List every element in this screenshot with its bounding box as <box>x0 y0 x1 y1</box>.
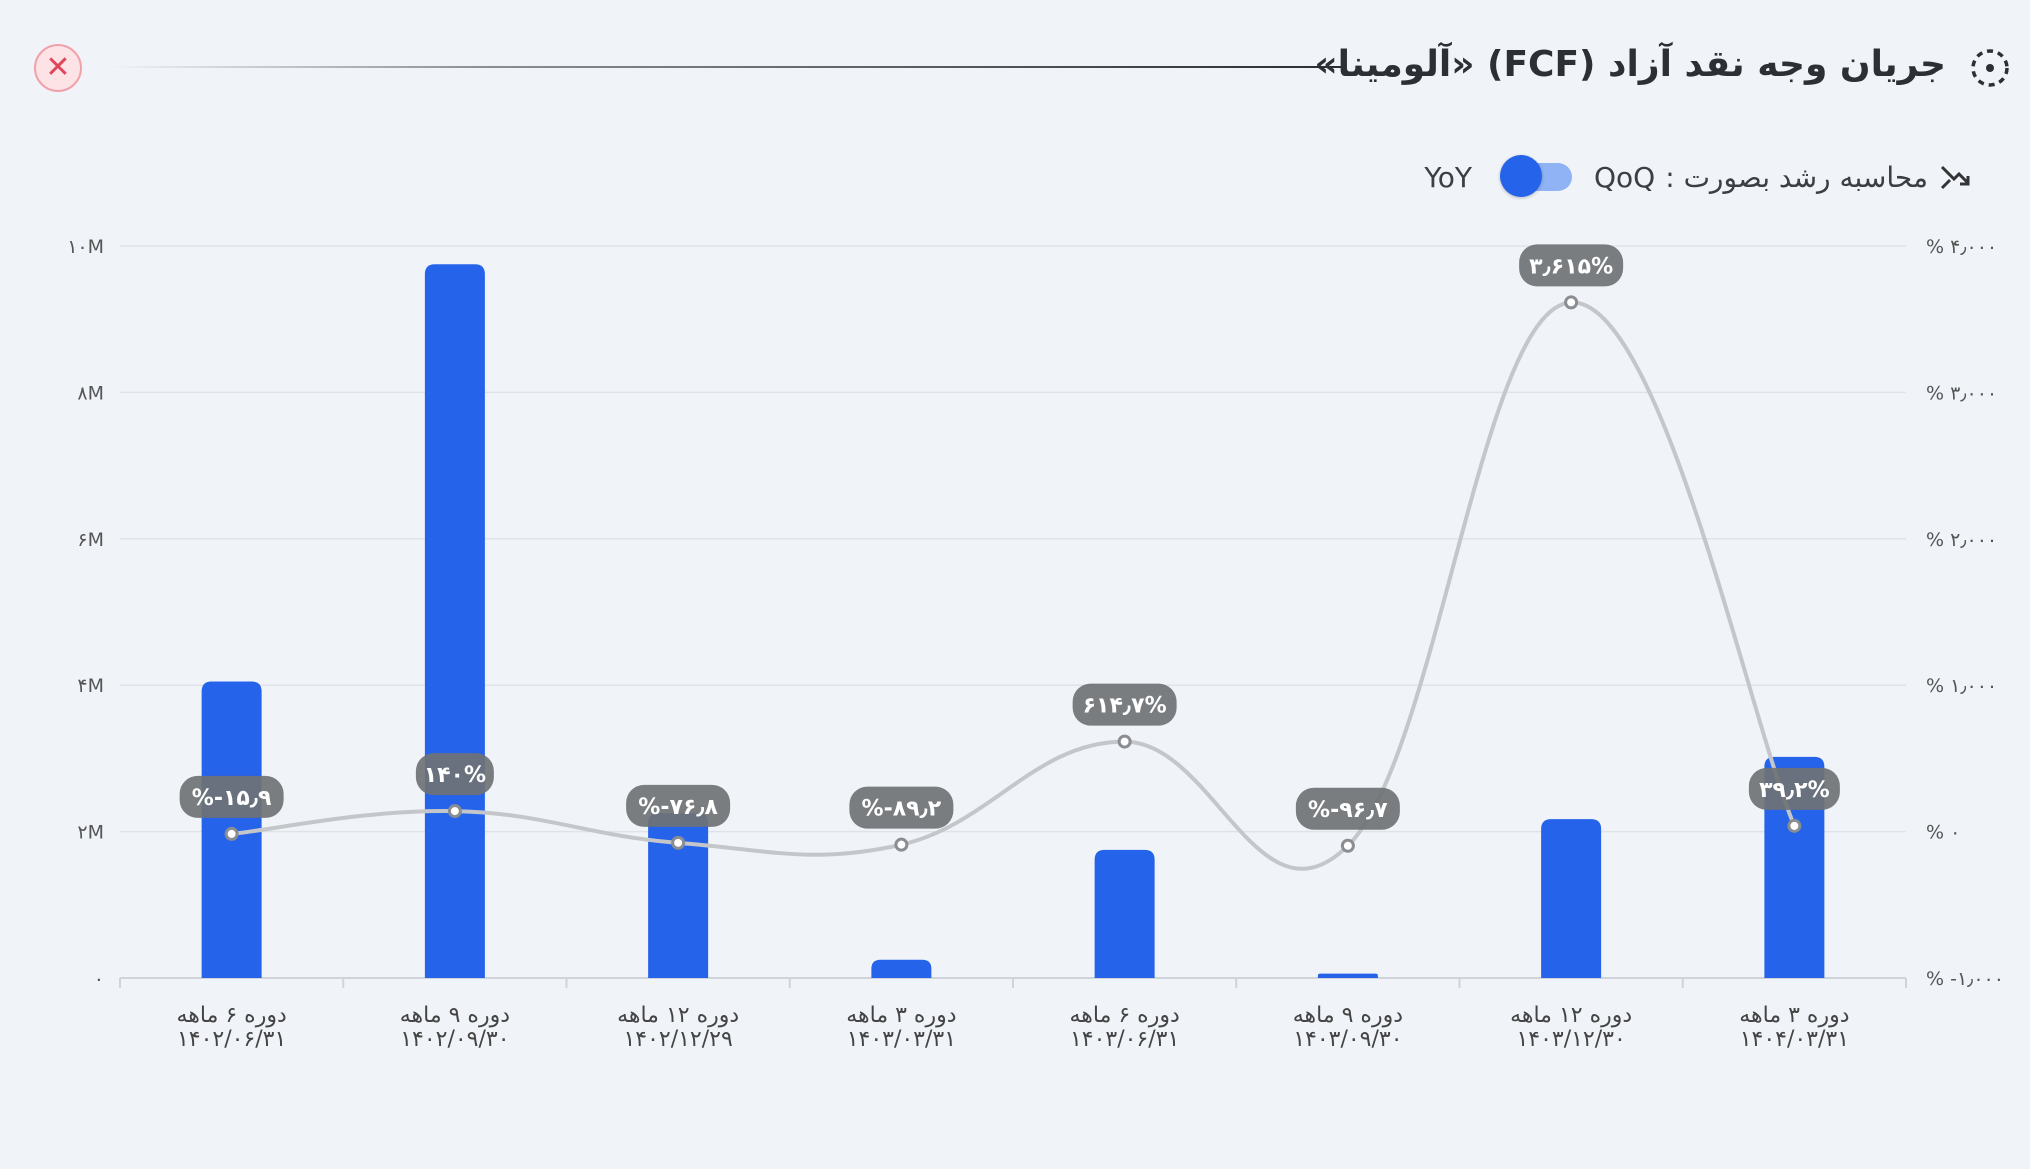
fcf-bar <box>424 264 485 978</box>
close-icon: ✕ <box>45 50 71 85</box>
category-label: دوره ۳ ماهه <box>1739 1003 1849 1028</box>
fcf-bar <box>871 959 932 978</box>
growth-line <box>231 300 1797 871</box>
growth-point <box>224 826 239 841</box>
fcf-bar <box>648 813 709 978</box>
category-date-label: ۱۴۰۲/۰۶/۳۱ <box>177 1027 286 1052</box>
growth-label-bg <box>179 775 284 818</box>
growth-data-label: %-۷۶٫۸ <box>638 795 718 820</box>
growth-label-bg <box>1072 683 1177 726</box>
right-tick-label: % ۳٫۰۰۰ <box>1926 382 1997 404</box>
fcf-bar <box>1094 849 1155 978</box>
category-label: دوره ۱۲ ماهه <box>617 1003 739 1028</box>
growth-point <box>894 837 909 852</box>
category-date-label: ۱۴۰۳/۰۹/۳۰ <box>1293 1027 1402 1052</box>
growth-point <box>447 804 462 819</box>
growth-mode-label: محاسبه رشد بصورت : <box>1665 160 1928 194</box>
category-label: دوره ۳ ماهه <box>846 1003 956 1028</box>
growth-data-label: ۳٫۶۱۵% <box>1529 254 1613 279</box>
right-tick-label: % ۰ <box>1926 822 1960 844</box>
growth-point <box>1787 818 1802 833</box>
fcf-bar <box>1317 973 1378 978</box>
left-tick-label: ۰ <box>94 968 104 990</box>
fcf-bar <box>1541 819 1602 978</box>
qoq-label[interactable]: QoQ <box>1594 160 1656 194</box>
category-date-label: ۱۴۰۴/۰۳/۳۱ <box>1740 1027 1849 1052</box>
left-tick-label: ۶M <box>77 529 104 551</box>
dashed-circle-icon <box>1971 49 2009 87</box>
right-tick-label: % ۲٫۰۰۰ <box>1926 529 1997 551</box>
fcf-chart: ۰ % -۱٫۰۰۰ ۲M % ۰ ۴M % ۱٫۰۰۰ ۶M % ۲٫۰۰۰ ۸M % ۳٫۰۰… <box>67 236 2004 1052</box>
category-date-label: ۱۴۰۳/۰۶/۳۱ <box>1070 1027 1179 1052</box>
growth-label-bg <box>1519 244 1624 287</box>
category-date-label: ۱۴۰۳/۱۲/۳۰ <box>1516 1027 1625 1052</box>
growth-data-label: ۶۱۴٫۷% <box>1083 694 1167 719</box>
growth-data-label: %-۸۹٫۲ <box>862 797 942 822</box>
category-label: دوره ۶ ماهه <box>1069 1003 1179 1028</box>
category-date-label: ۱۴۰۲/۱۲/۲۹ <box>623 1027 732 1052</box>
category-label: دوره ۱۲ ماهه <box>1510 1003 1632 1028</box>
growth-data-label: %-۱۵٫۹ <box>192 786 272 811</box>
growth-label-bg <box>849 786 954 829</box>
category-label: دوره ۶ ماهه <box>176 1003 286 1028</box>
growth-label-bg <box>626 784 731 827</box>
growth-label-bg <box>1295 787 1400 830</box>
growth-label-bg <box>1748 767 1840 810</box>
title-divider <box>110 66 1342 68</box>
fcf-bar <box>1764 756 1825 978</box>
category-label: دوره ۹ ماهه <box>400 1003 510 1028</box>
growth-mode-control: محاسبه رشد بصورت : QoQ YoY <box>1424 155 1972 199</box>
right-tick-label: % ۴٫۰۰۰ <box>1926 236 1997 258</box>
left-tick-label: ۲M <box>77 822 104 844</box>
growth-point <box>1564 295 1579 310</box>
growth-label-bg <box>415 753 494 796</box>
growth-point <box>1117 734 1132 749</box>
chart-header: ✕ جریان وجه نقد آزاد (FCF) «آلومینا» <box>0 0 2030 130</box>
growth-data-label: %-۹۶٫۷ <box>1308 798 1388 823</box>
right-tick-label: % -۱٫۰۰۰ <box>1926 968 2004 990</box>
trend-arrow-icon <box>1940 165 1970 190</box>
toggle-knob[interactable] <box>1500 155 1543 197</box>
growth-point <box>671 835 686 850</box>
growth-data-label: ۱۴۰% <box>424 763 486 788</box>
left-tick-label: ۴M <box>77 675 104 697</box>
left-tick-label: ۱۰M <box>67 236 104 258</box>
yoy-label[interactable]: YoY <box>1424 160 1473 194</box>
growth-mode-toggle[interactable] <box>1500 155 1573 197</box>
growth-data-label: ۳۹٫۲% <box>1759 778 1830 803</box>
left-tick-label: ۸M <box>77 382 104 404</box>
category-date-label: ۱۴۰۳/۰۳/۳۱ <box>847 1027 956 1052</box>
category-date-label: ۱۴۰۲/۰۹/۳۰ <box>400 1027 509 1052</box>
growth-point <box>1340 838 1355 853</box>
page-title: جریان وجه نقد آزاد (FCF) «آلومینا» <box>1314 44 1946 85</box>
close-button[interactable]: ✕ <box>34 44 82 92</box>
right-tick-label: % ۱٫۰۰۰ <box>1926 675 1997 697</box>
category-label: دوره ۹ ماهه <box>1293 1003 1403 1028</box>
